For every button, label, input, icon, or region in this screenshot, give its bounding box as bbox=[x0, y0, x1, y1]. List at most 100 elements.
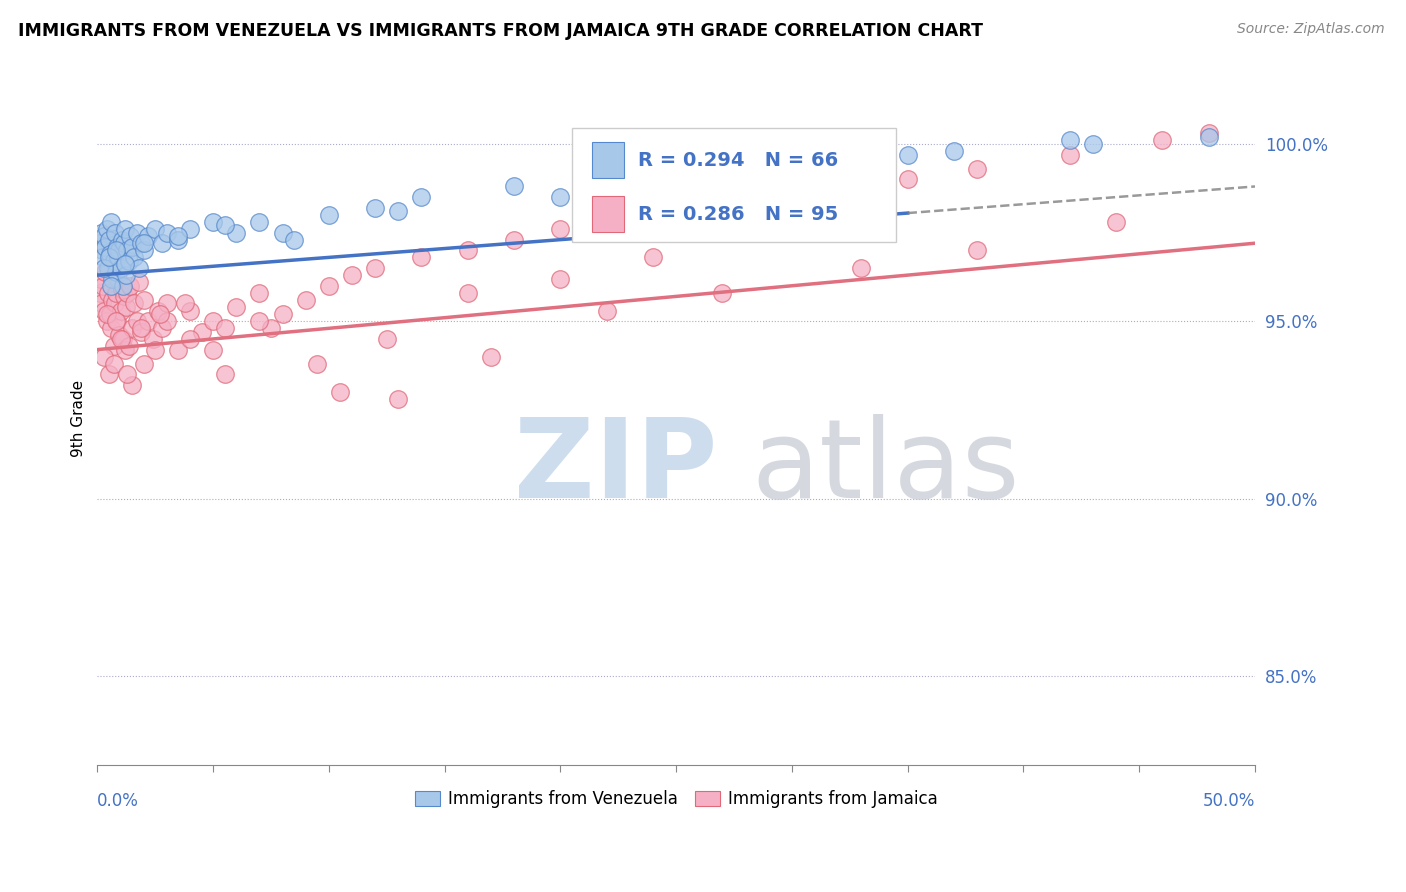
Point bbox=[121, 240, 143, 254]
Point bbox=[93, 260, 115, 275]
Point bbox=[101, 271, 124, 285]
Text: 0.0%: 0.0% bbox=[97, 792, 139, 810]
Point bbox=[100, 321, 122, 335]
Point bbox=[1105, 215, 1128, 229]
Point bbox=[202, 343, 225, 357]
Point bbox=[387, 204, 409, 219]
Point bbox=[114, 258, 136, 272]
Point bbox=[294, 293, 316, 307]
Point bbox=[118, 229, 141, 244]
Point bbox=[112, 236, 135, 251]
Point bbox=[225, 300, 247, 314]
Point bbox=[91, 278, 114, 293]
Point bbox=[110, 332, 132, 346]
Point bbox=[318, 208, 340, 222]
Point bbox=[225, 226, 247, 240]
Point bbox=[124, 251, 146, 265]
Point bbox=[96, 314, 118, 328]
Point bbox=[149, 307, 172, 321]
Point bbox=[1152, 133, 1174, 147]
Point bbox=[411, 190, 433, 204]
Point bbox=[125, 226, 148, 240]
Point bbox=[411, 251, 433, 265]
Point bbox=[167, 343, 190, 357]
Point bbox=[329, 385, 352, 400]
Point bbox=[479, 350, 502, 364]
Point bbox=[97, 368, 120, 382]
Point bbox=[93, 303, 115, 318]
Point bbox=[249, 285, 271, 300]
Point bbox=[132, 293, 155, 307]
Point bbox=[125, 314, 148, 328]
Point bbox=[97, 251, 120, 265]
Point bbox=[966, 244, 988, 258]
Point bbox=[93, 350, 115, 364]
Point bbox=[104, 314, 127, 328]
Point bbox=[179, 303, 201, 318]
Point bbox=[457, 244, 479, 258]
Point bbox=[111, 278, 134, 293]
Point bbox=[100, 215, 122, 229]
Point bbox=[596, 172, 619, 186]
Point bbox=[117, 254, 139, 268]
Point bbox=[118, 278, 141, 293]
Point bbox=[100, 278, 122, 293]
Point bbox=[132, 357, 155, 371]
Point bbox=[114, 343, 136, 357]
Point bbox=[98, 307, 121, 321]
Point bbox=[101, 293, 124, 307]
Point bbox=[780, 190, 803, 204]
Point bbox=[104, 285, 127, 300]
Point bbox=[93, 229, 115, 244]
Point bbox=[98, 247, 121, 261]
Point bbox=[457, 285, 479, 300]
Point bbox=[966, 161, 988, 176]
Point bbox=[117, 368, 139, 382]
Text: R = 0.294   N = 66: R = 0.294 N = 66 bbox=[638, 151, 838, 170]
Point bbox=[249, 314, 271, 328]
Point bbox=[90, 271, 112, 285]
Point bbox=[167, 233, 190, 247]
Point bbox=[117, 244, 139, 258]
Point bbox=[110, 303, 132, 318]
Text: Source: ZipAtlas.com: Source: ZipAtlas.com bbox=[1237, 22, 1385, 37]
Point bbox=[1081, 136, 1104, 151]
Point bbox=[364, 260, 387, 275]
Point bbox=[734, 165, 756, 179]
Point bbox=[124, 296, 146, 310]
Text: IMMIGRANTS FROM VENEZUELA VS IMMIGRANTS FROM JAMAICA 9TH GRADE CORRELATION CHART: IMMIGRANTS FROM VENEZUELA VS IMMIGRANTS … bbox=[18, 22, 983, 40]
Point bbox=[103, 339, 125, 353]
Point bbox=[104, 244, 127, 258]
Point bbox=[897, 147, 920, 161]
Point bbox=[117, 285, 139, 300]
Point bbox=[146, 303, 169, 318]
Point bbox=[96, 222, 118, 236]
Point bbox=[89, 236, 111, 251]
Point bbox=[711, 285, 734, 300]
Point bbox=[89, 285, 111, 300]
Point bbox=[596, 303, 619, 318]
Point bbox=[271, 307, 294, 321]
Point bbox=[150, 236, 173, 251]
Point bbox=[94, 264, 117, 278]
Point bbox=[132, 244, 155, 258]
Point bbox=[1059, 147, 1081, 161]
Point bbox=[1198, 129, 1220, 144]
Point bbox=[190, 325, 212, 339]
Text: atlas: atlas bbox=[751, 414, 1019, 521]
Point bbox=[104, 226, 127, 240]
FancyBboxPatch shape bbox=[572, 128, 896, 243]
Bar bbox=[592, 143, 624, 178]
Point bbox=[550, 271, 572, 285]
Point bbox=[179, 332, 201, 346]
Point bbox=[156, 314, 179, 328]
Bar bbox=[592, 196, 624, 232]
Point bbox=[851, 260, 873, 275]
Point bbox=[91, 244, 114, 258]
Point bbox=[260, 321, 283, 335]
Point bbox=[111, 282, 134, 296]
Point bbox=[103, 357, 125, 371]
Point bbox=[550, 190, 572, 204]
Text: R = 0.286   N = 95: R = 0.286 N = 95 bbox=[638, 204, 838, 224]
Point bbox=[97, 233, 120, 247]
